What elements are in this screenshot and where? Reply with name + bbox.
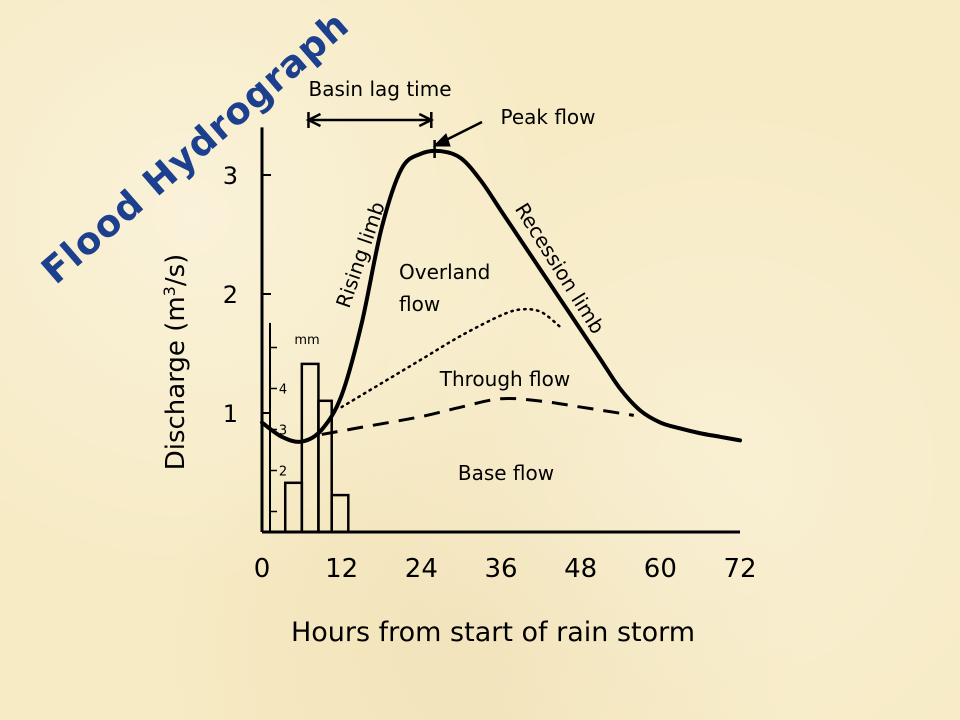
peak-flow-label: Peak flow — [500, 105, 595, 129]
rain-unit-label: mm — [294, 333, 319, 348]
rainfall-bar — [330, 493, 350, 534]
x-tick-label: 72 — [723, 554, 756, 584]
x-tick-label: 12 — [325, 554, 358, 584]
overland-flow-label-line1: Overland — [399, 260, 490, 284]
y-tick-label: 1 — [223, 400, 238, 428]
recession-limb-label: Recession limb — [510, 199, 610, 339]
rain-scale-label: 3 — [279, 424, 287, 439]
x-tick-label: 24 — [405, 554, 438, 584]
annotations: Basin lag time Peak flow Rising limb Recess… — [305, 77, 610, 485]
y-tick-label: 2 — [223, 281, 238, 309]
through-flow-label: Through flow — [439, 367, 571, 391]
overland-flow-label-line2: flow — [399, 292, 440, 316]
x-tick-label: 36 — [484, 554, 517, 584]
lag-time-right-arrow — [418, 112, 435, 128]
rain-scale-label: 4 — [279, 383, 287, 398]
rainfall-bar — [300, 362, 320, 534]
y-tick-label: 3 — [223, 162, 238, 190]
x-tick-label: 0 — [254, 554, 271, 584]
y-axis-label-suffix: /s) — [161, 254, 191, 286]
baseflow-boundary-line — [321, 396, 635, 436]
y-axis-label: Discharge (m3/s) — [160, 254, 191, 471]
rainfall-bar — [283, 481, 304, 534]
throughflow-boundary-line — [340, 307, 562, 409]
lag-time-left-arrow — [305, 112, 322, 128]
base-flow-label: Base flow — [458, 461, 554, 485]
x-tick-label: 48 — [564, 554, 597, 584]
rain-scale-label: 2 — [279, 465, 287, 480]
basin-lag-time-label: Basin lag time — [308, 77, 451, 101]
series-lines — [260, 148, 742, 444]
x-tick-label: 60 — [644, 554, 677, 584]
peak-arrow-head — [432, 133, 451, 147]
y-axis-label-prefix: Discharge (m — [161, 296, 191, 470]
total-discharge-line — [260, 148, 742, 444]
rainfall-bar — [317, 399, 333, 534]
rising-limb-label: Rising limb — [331, 199, 390, 311]
rainfall-bars: 2 3 4 mm — [269, 322, 350, 534]
y-axis-label-superscript: 3 — [160, 286, 179, 296]
x-axis-label: Hours from start of rain storm — [291, 617, 695, 648]
